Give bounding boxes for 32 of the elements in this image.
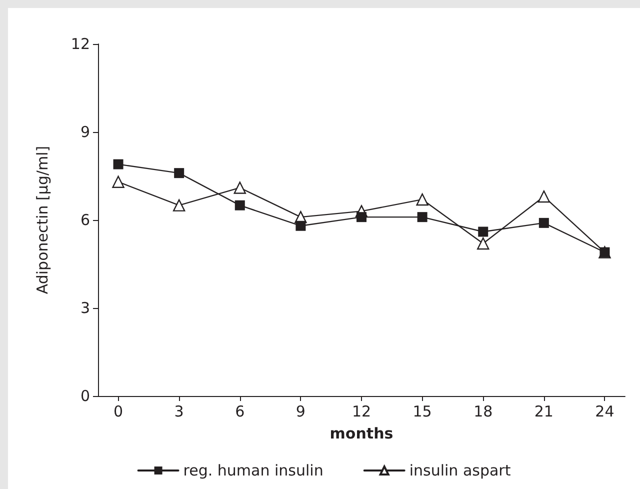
point — [538, 218, 549, 228]
point — [174, 168, 184, 178]
y-tick-label: 0 — [80, 387, 90, 405]
x-axis-title: months — [330, 424, 394, 442]
x-tick-label: 9 — [296, 402, 306, 420]
y-tick-label: 9 — [80, 123, 90, 141]
point — [234, 200, 245, 210]
x-tick-label: 15 — [412, 402, 432, 420]
y-tick-label: 3 — [80, 299, 90, 317]
point — [112, 176, 124, 188]
x-tick-label: 0 — [113, 402, 124, 420]
point — [538, 190, 550, 203]
legend-label: reg. human insulin — [183, 462, 324, 480]
x-tick-label: 21 — [534, 402, 554, 420]
y-tick-label: 6 — [80, 211, 90, 229]
x-tick-label: 6 — [235, 402, 245, 420]
y-tick-label: 12 — [70, 35, 90, 53]
point — [416, 193, 428, 206]
x-tick-label: 18 — [474, 402, 493, 420]
point — [417, 212, 428, 222]
x-tick-label: 3 — [174, 402, 184, 420]
point — [296, 220, 306, 231]
point — [172, 199, 186, 212]
point — [113, 159, 124, 170]
legend-label: insulin aspart — [409, 462, 511, 480]
point — [234, 182, 246, 194]
y-axis-title: Adiponectin [µg/ml] — [34, 146, 52, 294]
x-tick-label: 24 — [595, 402, 614, 420]
point — [356, 212, 366, 222]
point — [477, 237, 490, 250]
x-tick-label: 12 — [352, 402, 372, 420]
point — [478, 226, 488, 237]
